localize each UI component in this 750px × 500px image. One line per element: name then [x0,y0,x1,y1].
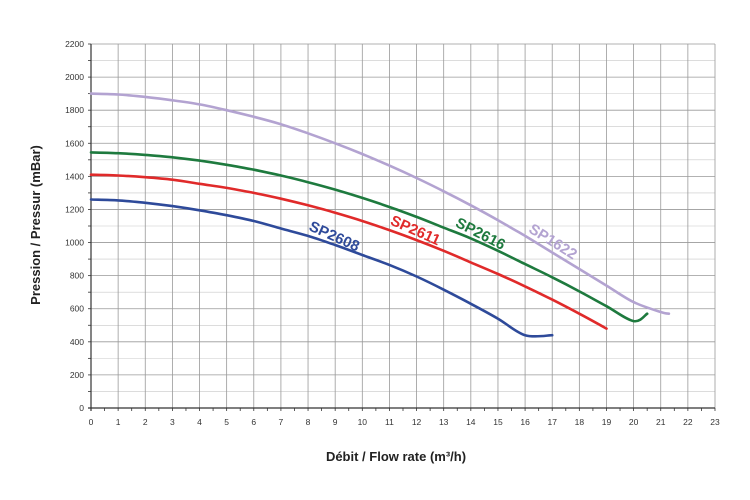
x-tick-label: 15 [493,417,503,427]
y-tick-label: 1200 [65,204,84,214]
x-tick-label: 22 [683,417,693,427]
series-label-sp2608: SP2608 [306,218,362,255]
x-tick-label: 5 [224,417,229,427]
y-tick-label: 1800 [65,105,84,115]
x-tick-label: 14 [466,417,476,427]
x-tick-label: 3 [170,417,175,427]
series-labels: SP2608 SP2611 SP2616 SP1622 [306,212,580,263]
y-tick-label: 0 [79,403,84,413]
y-tick-label: 2000 [65,72,84,82]
x-tick-label: 9 [333,417,338,427]
x-tick-label: 6 [251,417,256,427]
curve-sp1622 [89,92,671,315]
minor-grid [91,60,715,392]
y-tick-label: 1600 [65,138,84,148]
y-tick-label: 800 [70,271,84,281]
y-tick-label: 400 [70,337,84,347]
axes [88,43,716,411]
y-tick-label: 1400 [65,171,84,181]
x-tick-label: 12 [412,417,422,427]
pump-curves [89,92,671,338]
y-tick-label: 2200 [65,39,84,49]
series-label-sp2611: SP2611 [388,212,443,249]
x-tick-label: 23 [710,417,720,427]
curve-sp2616 [89,151,649,323]
x-tick-label: 20 [629,417,639,427]
x-tick-labels: 0 1 2 3 4 5 6 7 8 9 10 11 12 13 14 15 16 17 18 19 20 21 22 23 [89,417,720,427]
x-tick-label: 18 [575,417,585,427]
x-tick-label: 19 [602,417,612,427]
x-tick-label: 0 [89,417,94,427]
curve-sp2608 [89,198,554,338]
x-axis-label: Débit / Flow rate (m³/h) [326,449,466,464]
x-tick-label: 10 [358,417,368,427]
x-tick-label: 7 [279,417,284,427]
y-tick-label: 1000 [65,238,84,248]
y-tick-labels: 0 200 400 600 800 1000 1200 1400 1600 1800 2000 220… [65,39,84,413]
y-tick-label: 600 [70,304,84,314]
curve-sp2611 [89,173,608,330]
x-tick-label: 1 [116,417,121,427]
x-tick-label: 2 [143,417,148,427]
x-tick-label: 21 [656,417,666,427]
y-axis-label: Pression / Pressur (mBar) [28,145,43,305]
x-tick-label: 8 [306,417,311,427]
x-tick-label: 16 [520,417,530,427]
x-tick-label: 4 [197,417,202,427]
x-tick-label: 17 [547,417,557,427]
y-tick-label: 200 [70,370,84,380]
x-tick-label: 13 [439,417,449,427]
x-tick-label: 11 [385,417,394,427]
